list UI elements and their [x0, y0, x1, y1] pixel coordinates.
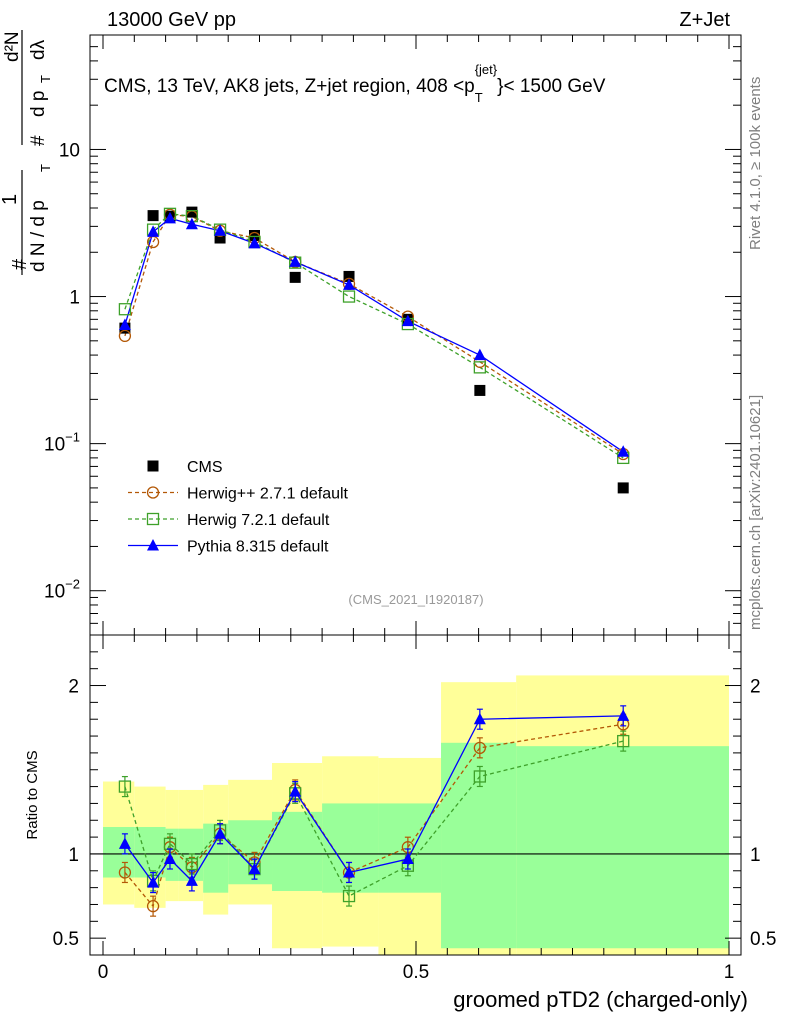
main-y-tick-label: 10−1 — [44, 430, 80, 456]
data-point-1-0 — [118, 329, 132, 343]
ratio-y-label: Ratio to CMS — [24, 750, 41, 839]
legend-marker-3 — [147, 539, 159, 551]
main-y-axis-label: # 1 d N / d p T # d²N d p T dλ — [0, 30, 53, 275]
ratio-point-2-6 — [289, 785, 302, 797]
ratio-point-1-0 — [118, 780, 132, 793]
data-point-3-0 — [118, 318, 131, 331]
data-point-0-3 — [186, 206, 198, 218]
ylabel-dN: d N / d p — [28, 200, 49, 272]
data-point-0-1 — [147, 210, 159, 222]
rivet-label: Rivet 4.1.0, ≥ 100k events — [747, 77, 764, 250]
band-inner-bin — [322, 803, 379, 893]
ratio-y-tick-label-left: 2 — [68, 677, 79, 698]
ylabel-T: T — [38, 164, 53, 172]
data-point-3-8 — [401, 314, 414, 327]
ratio-point-2-5 — [248, 862, 261, 875]
ratio-point-2-0 — [118, 837, 131, 849]
data-point-3-9 — [473, 348, 486, 361]
ylabel-dp: d p — [28, 91, 49, 117]
main-y-tick-label: 1 — [69, 288, 80, 309]
data-point-3-10 — [617, 445, 630, 457]
data-point-2-0 — [118, 303, 132, 316]
legend-marker-1 — [146, 486, 160, 499]
ratio-point-2-1 — [147, 876, 160, 888]
x-tick-label: 0 — [98, 962, 109, 983]
legend-label-0: CMS — [187, 459, 223, 476]
ratio-y-tick-label-left: 1 — [68, 845, 79, 866]
x-tick-label: 1 — [724, 962, 735, 983]
legend-marker-2 — [146, 512, 160, 526]
ratio-y-tick-label-left: 0.5 — [53, 929, 79, 950]
ratio-point-0-0 — [118, 866, 132, 879]
data-point-0-9 — [474, 384, 486, 396]
ratio-point-0-1 — [146, 900, 160, 913]
main-y-tick-label: 10 — [59, 140, 80, 161]
data-point-2-9 — [473, 361, 487, 374]
ratio-point-2-10 — [617, 709, 630, 721]
mcplots-label: mcplots.cern.ch [arXiv:2401.10621] — [747, 395, 764, 630]
data-point-3-3 — [185, 217, 198, 230]
x-axis-label: groomed pTD2 (charged-only) — [453, 987, 748, 1012]
x-tick-label: 0.5 — [403, 962, 429, 983]
ratio-point-1-10 — [617, 734, 630, 748]
ratio-y-tick-label-right: 2 — [750, 677, 761, 698]
data-point-3-6 — [289, 255, 302, 267]
data-point-0-5 — [248, 230, 260, 242]
ratio-point-2-8 — [401, 852, 414, 864]
band-inner-bin — [516, 746, 729, 949]
series-line-2 — [124, 213, 624, 459]
analysis-id: (CMS_2021_I1920187) — [348, 592, 483, 607]
ratio-point-2-9 — [473, 712, 486, 725]
legend-label-3: Pythia 8.315 default — [187, 539, 329, 556]
header-left: 13000 GeV pp — [107, 9, 236, 31]
data-point-3-2 — [163, 211, 176, 224]
ratio-point-0-9 — [473, 741, 487, 754]
ratio-point-2-7 — [343, 865, 356, 878]
ylabel-T2: T — [38, 75, 53, 83]
ratio-point-1-9 — [473, 770, 487, 783]
main-data-marks — [118, 206, 630, 494]
ylabel-d2N: d²N — [2, 31, 23, 62]
data-point-3-7 — [343, 278, 356, 290]
data-point-2-7 — [342, 290, 356, 303]
data-point-3-5 — [248, 236, 261, 249]
legend-marker-0 — [147, 460, 159, 472]
band-inner-bin — [203, 823, 229, 893]
ratio-y-tick-label-right: 0.5 — [750, 929, 776, 950]
data-point-3-1 — [147, 225, 160, 237]
band-inner-bin — [272, 811, 323, 891]
ylabel-hash: # — [9, 258, 31, 270]
data-point-3-4 — [214, 224, 227, 236]
band-inner-bin — [165, 828, 179, 881]
main-y-tick-label: 10−2 — [44, 577, 80, 603]
ratio-point-1-7 — [342, 889, 356, 903]
series-line-3 — [124, 217, 624, 453]
chart-title: CMS, 13 TeV, AK8 jets, Z+jet region, 408… — [104, 62, 606, 105]
data-point-0-10 — [617, 482, 629, 494]
ylabel-dl: dλ — [28, 39, 49, 60]
ratio-data-marks — [118, 705, 630, 917]
legend-label-1: Herwig++ 2.7.1 default — [187, 486, 349, 503]
band-inner-bin — [378, 803, 442, 893]
data-point-0-6 — [289, 271, 301, 283]
ratio-uncertainty-bands — [90, 675, 741, 955]
legend: CMS Herwig++ 2.7.1 default Herwig 7.2.1 de… — [128, 459, 349, 556]
ratio-point-1-3 — [185, 857, 199, 871]
main-axis-ticks: 10−2 10−1 1 10 — [44, 34, 741, 955]
ratio-point-2-4 — [214, 827, 227, 839]
ratio-axis-ticks: 0.5 0.5 1 1 2 2 0 0.5 1 — [53, 634, 776, 983]
data-point-0-4 — [214, 232, 226, 244]
ratio-y-tick-label-right: 1 — [750, 845, 761, 866]
header-right: Z+Jet — [679, 9, 730, 31]
legend-label-2: Herwig 7.2.1 default — [187, 512, 330, 529]
ratio-point-2-2 — [163, 852, 176, 864]
data-point-0-7 — [343, 270, 355, 282]
series-line-1 — [124, 214, 624, 455]
ylabel-hash2: # — [28, 135, 49, 146]
ylabel-one: 1 — [0, 194, 21, 205]
ratio-point-2-3 — [185, 874, 198, 886]
